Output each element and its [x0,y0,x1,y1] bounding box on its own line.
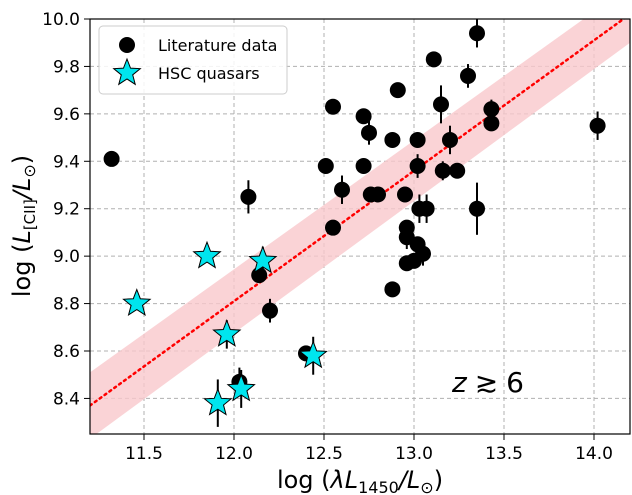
literature-point [361,124,377,141]
legend-hsc-label: HSC quasars [158,64,260,83]
literature-point [240,188,257,205]
literature-point [317,158,334,175]
x-tick-label: 12.5 [305,444,343,464]
y-axis-ticks: 8.4 8.6 8.8 9.0 9.2 9.4 9.6 9.8 10.0 [42,10,90,409]
literature-point [460,67,476,84]
literature-point [334,181,350,198]
x-axis-ticks: 11.5 12.0 12.5 13.0 13.5 14.0 [125,434,613,464]
literature-point [384,131,401,148]
y-tick-label: 9.6 [53,105,80,125]
literature-point [434,162,451,179]
y-tick-label: 9.4 [53,152,80,172]
y-tick-label: 10.0 [42,10,80,30]
x-tick-label: 14.0 [575,444,613,464]
hsc-point [212,319,242,347]
literature-point [469,200,485,217]
legend-literature-label: Literature data [158,36,277,55]
x-tick-label: 13.0 [395,444,433,464]
plot-frame [89,18,631,435]
literature-point [449,162,466,179]
literature-point [425,51,442,68]
literature-point [325,98,341,115]
literature-point [325,219,341,236]
hsc-point [122,288,152,317]
x-tick-label: 12.0 [215,444,253,464]
literature-point [355,108,372,125]
literature-point [442,131,458,148]
legend: Literature data HSC quasars [98,25,288,95]
literature-point [384,281,401,298]
literature-point [483,101,500,118]
marks-layer [103,19,606,427]
y-tick-label: 8.8 [53,295,80,315]
literature-point [409,158,426,175]
literature-point [483,115,500,132]
y-tick-label: 9.8 [53,57,80,77]
y-tick-label: 9.2 [53,200,80,220]
y-tick-label: 8.4 [53,389,80,409]
literature-point [589,117,606,134]
fit-line [90,19,626,407]
hsc-point [192,240,222,269]
literature-point [103,150,120,167]
literature-point [415,245,431,262]
legend-hsc-marker [112,57,142,86]
literature-point [409,131,426,148]
hsc-point [226,373,256,402]
x-tick-label: 11.5 [125,444,163,464]
hsc-point [248,245,278,274]
literature-point [370,186,386,203]
x-tick-label: 13.5 [485,444,523,464]
literature-point [389,82,406,99]
y-axis-label: log (L[CII]/L⊙) [8,155,39,297]
y-tick-label: 8.6 [53,342,80,362]
legend-literature-marker [119,37,135,53]
hsc-point [203,387,233,416]
literature-point [355,158,372,175]
legend-frame [98,25,288,95]
literature-point [469,25,485,42]
literature-point [262,302,278,319]
literature-point [418,200,435,217]
literature-point [397,186,413,203]
literature-point [433,96,449,113]
x-axis-label: log (λL1450/L⊙) [277,466,443,495]
hsc-point [298,340,328,369]
redshift-annotation: z ≳ 6 [451,366,524,399]
y-tick-label: 9.0 [53,247,80,267]
